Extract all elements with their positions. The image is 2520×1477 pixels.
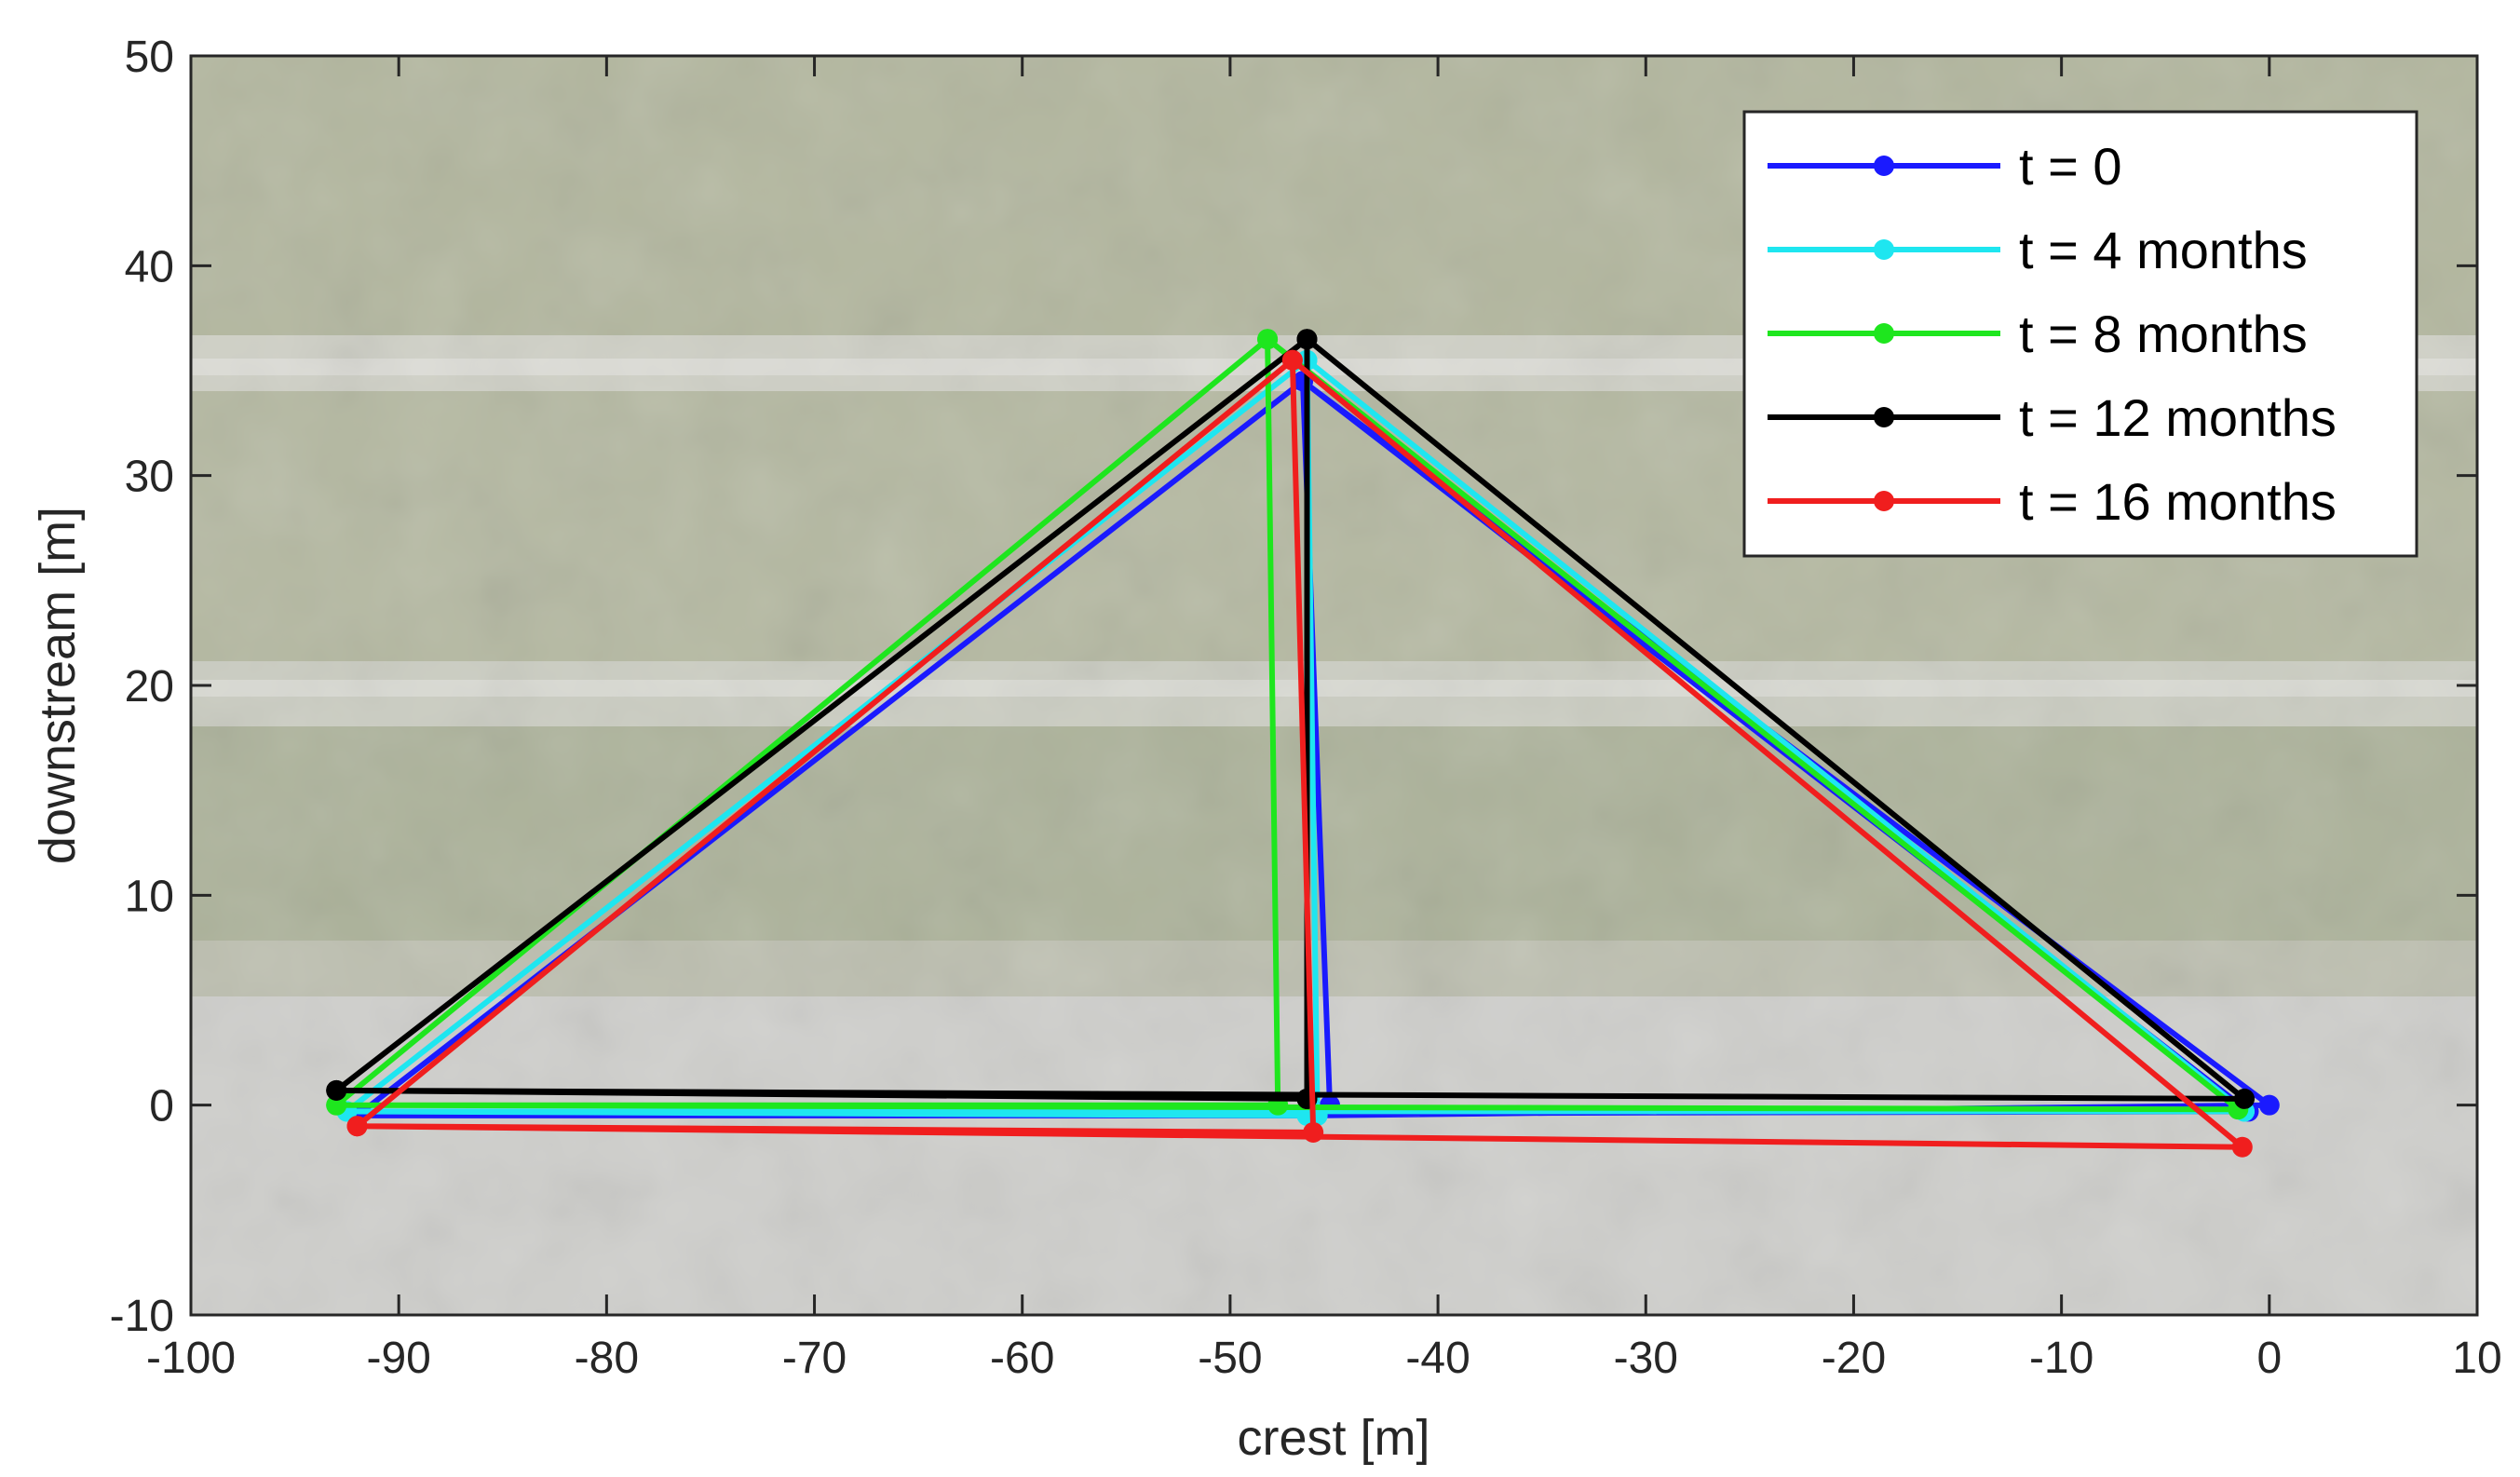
x-tick-label: 10 bbox=[2452, 1334, 2501, 1383]
data-point bbox=[1296, 329, 1318, 350]
x-tick-label: -60 bbox=[990, 1334, 1054, 1383]
x-tick-label: -10 bbox=[2029, 1334, 2093, 1383]
y-tick-label: -10 bbox=[110, 1292, 174, 1341]
legend-label: t = 4 months bbox=[2019, 221, 2308, 279]
data-point bbox=[326, 1079, 347, 1101]
series-2 bbox=[326, 329, 2249, 1120]
legend-marker bbox=[1874, 239, 1894, 260]
y-tick-label: 0 bbox=[149, 1082, 174, 1131]
data-point bbox=[2231, 1136, 2253, 1158]
legend-label: t = 12 months bbox=[2019, 388, 2337, 447]
x-tick-label: -80 bbox=[575, 1334, 639, 1383]
data-point bbox=[1281, 349, 1303, 371]
data-point bbox=[346, 1116, 368, 1137]
legend: t = 0 t = 4 months t = 8 months t = 12 mont… bbox=[1742, 110, 2418, 558]
data-point bbox=[2234, 1088, 2256, 1109]
x-tick-label: -70 bbox=[782, 1334, 847, 1383]
legend-marker bbox=[1874, 407, 1894, 427]
x-tick-label: 0 bbox=[2256, 1334, 2282, 1383]
legend-label: t = 0 bbox=[2019, 137, 2122, 196]
x-axis: -100 -90 -80 -70 -60 -50 -40 -30 -20 -10 0 10 bbox=[146, 56, 2502, 1383]
x-tick-label: -30 bbox=[1614, 1334, 1678, 1383]
y-tick-label: 10 bbox=[125, 872, 174, 921]
data-point bbox=[1257, 329, 1279, 350]
y-tick-label: 30 bbox=[125, 453, 174, 502]
legend-marker bbox=[1874, 491, 1894, 511]
legend-marker bbox=[1874, 323, 1894, 344]
legend-label: t = 8 months bbox=[2019, 305, 2308, 363]
y-tick-label: 20 bbox=[125, 662, 174, 711]
series-line bbox=[333, 336, 2242, 1113]
data-point bbox=[326, 1094, 347, 1116]
x-tick-label: -20 bbox=[1822, 1334, 1886, 1383]
legend-marker bbox=[1874, 156, 1894, 176]
data-point bbox=[1303, 1121, 1324, 1143]
y-tick-label: 50 bbox=[125, 33, 174, 82]
x-tick-label: -50 bbox=[1198, 1334, 1262, 1383]
legend-label: t = 16 months bbox=[2019, 472, 2337, 531]
series-4 bbox=[346, 349, 2253, 1158]
y-axis: -10 0 10 20 30 40 50 bbox=[110, 33, 2477, 1341]
x-tick-label: -100 bbox=[146, 1334, 236, 1383]
series-line bbox=[354, 357, 2245, 1150]
data-point bbox=[2258, 1094, 2280, 1116]
y-axis-title: downstream [m] bbox=[30, 507, 86, 864]
x-tick-label: -90 bbox=[366, 1334, 430, 1383]
y-tick-label: 40 bbox=[125, 242, 174, 291]
x-axis-title: crest [m] bbox=[1237, 1410, 1429, 1466]
plot-lines bbox=[326, 329, 2280, 1158]
x-tick-label: -40 bbox=[1405, 1334, 1470, 1383]
